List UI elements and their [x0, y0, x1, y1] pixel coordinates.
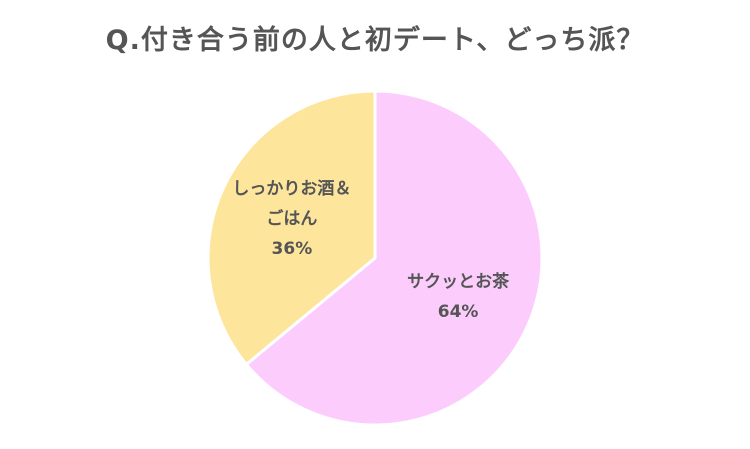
- pie-labels: サクッとお茶 64% しっかりお酒＆ ごはん 36%: [232, 178, 510, 322]
- pie-slice-1: [206, 89, 377, 366]
- pie-label-1: しっかりお酒＆ ごはん 36%: [232, 178, 351, 259]
- pie-value-label-0: 64%: [438, 302, 479, 322]
- chart-title: Q.付き合う前の人と初デート、どっち派？: [105, 25, 645, 56]
- pie-value-label-1: 36%: [272, 239, 313, 259]
- pie-label-1-line-1: ごはん: [266, 208, 317, 229]
- pie-label-0-line-0: サクッとお茶: [407, 271, 510, 292]
- pie-label-0: サクッとお茶 64%: [407, 271, 510, 322]
- pie-slice-0: [244, 89, 544, 427]
- pie-label-1-line-0: しっかりお酒＆: [232, 178, 351, 199]
- pie-slices: [206, 89, 544, 427]
